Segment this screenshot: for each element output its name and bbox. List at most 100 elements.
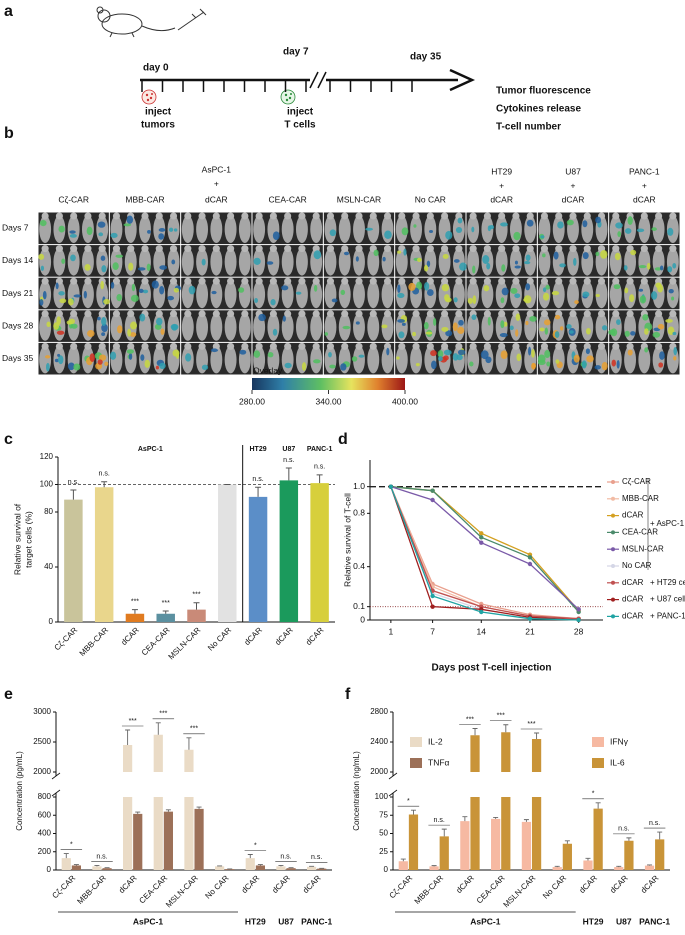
error-bar [441, 828, 447, 837]
x-tick-label: MBB-CAR [75, 873, 108, 906]
signal-blob [101, 332, 106, 336]
error-bar [462, 816, 468, 822]
mouse-head [569, 245, 577, 253]
mouse-head [383, 212, 392, 220]
mouse-head [569, 310, 577, 318]
mouse-head [640, 212, 648, 220]
mouse [96, 215, 109, 243]
signal-blob [673, 346, 678, 356]
signal-blob [45, 362, 50, 372]
mouse [210, 215, 223, 243]
signal-blob [238, 287, 245, 293]
signal-blob [602, 325, 608, 331]
x-tick-label: MSLN-CAR [501, 873, 537, 909]
signal-blob [667, 266, 673, 273]
legend-label: MSLN-CAR [622, 544, 664, 553]
x-tick-label: MSLN-CAR [164, 873, 200, 909]
mouse-head [70, 212, 78, 220]
signal-blob [130, 294, 139, 302]
mouse [410, 248, 423, 276]
signal-blob [574, 300, 579, 305]
signal-blob [540, 235, 545, 239]
error-bar [125, 729, 131, 745]
signal-blob [545, 284, 550, 290]
signal-blob [386, 347, 390, 356]
point [430, 488, 435, 493]
mouse-head [512, 245, 520, 253]
mouse-head [483, 342, 491, 350]
mouse [652, 248, 665, 276]
signal-blob [89, 353, 96, 362]
colorbar-tick-label: 400.00 [392, 396, 418, 406]
y-axis-label: Relative survival of [12, 503, 22, 575]
signal-blob [467, 297, 473, 304]
error-bar [564, 840, 570, 844]
signal-blob [101, 323, 108, 333]
mouse-head [583, 277, 591, 285]
column-header: + [642, 180, 647, 190]
mouse [567, 280, 579, 309]
x-tick-label: dCAR [243, 625, 265, 647]
signal-blob [210, 348, 219, 353]
signal-blob [53, 322, 60, 330]
day-label: day 0 [143, 63, 169, 74]
signal-blob [443, 355, 449, 361]
signal-blob [453, 259, 460, 263]
column-header: CEA-CAR [269, 194, 307, 204]
mouse [281, 346, 294, 374]
signal-blob [523, 298, 529, 302]
signal-blob [40, 265, 45, 271]
signal-blob [67, 298, 74, 306]
mouse [153, 248, 166, 276]
mouse [666, 346, 679, 374]
mouse [196, 280, 209, 309]
signal-blob [594, 365, 602, 370]
bar [153, 734, 163, 870]
bar [245, 858, 255, 870]
signal-blob [624, 287, 629, 294]
y-tick-label: 25 [379, 847, 388, 856]
mouse-head [84, 277, 92, 285]
mouse [595, 313, 608, 341]
mouse-head [412, 212, 420, 220]
signal-blob [73, 294, 82, 298]
signal-blob [429, 229, 434, 233]
signal-blob [483, 285, 490, 292]
signal-blob [539, 327, 545, 332]
legend-marker [611, 513, 615, 518]
signal-blob [98, 354, 107, 361]
signal-blob [655, 282, 662, 288]
signal-blob [413, 224, 417, 228]
mouse-head [184, 245, 192, 253]
bar [194, 808, 204, 870]
mouse [567, 215, 579, 243]
y-tick-label: 100 [375, 792, 389, 801]
bar [64, 499, 83, 622]
error-bar [155, 722, 161, 735]
mouse [153, 346, 166, 374]
x-tick-label: 1 [388, 626, 393, 636]
mouse [666, 215, 679, 243]
error-bar [595, 802, 601, 809]
signal-blob [147, 230, 151, 234]
mouse [324, 346, 337, 374]
mouse [395, 215, 408, 243]
signal-blob [486, 262, 491, 270]
mouse [452, 280, 465, 309]
mouse-icon [96, 6, 207, 38]
signal-blob [646, 262, 651, 270]
bar [163, 811, 173, 870]
mouse-head [355, 245, 363, 253]
signal-blob [457, 217, 463, 224]
mouse-head [369, 212, 377, 220]
error-bar [554, 865, 560, 868]
mouse [353, 313, 365, 341]
mouse-head [355, 342, 363, 350]
signal-blob [455, 226, 463, 233]
error-bar [257, 864, 263, 866]
signal-blob [128, 353, 133, 360]
signal-blob [126, 215, 134, 224]
mouse [167, 280, 180, 309]
mouse [324, 248, 337, 276]
